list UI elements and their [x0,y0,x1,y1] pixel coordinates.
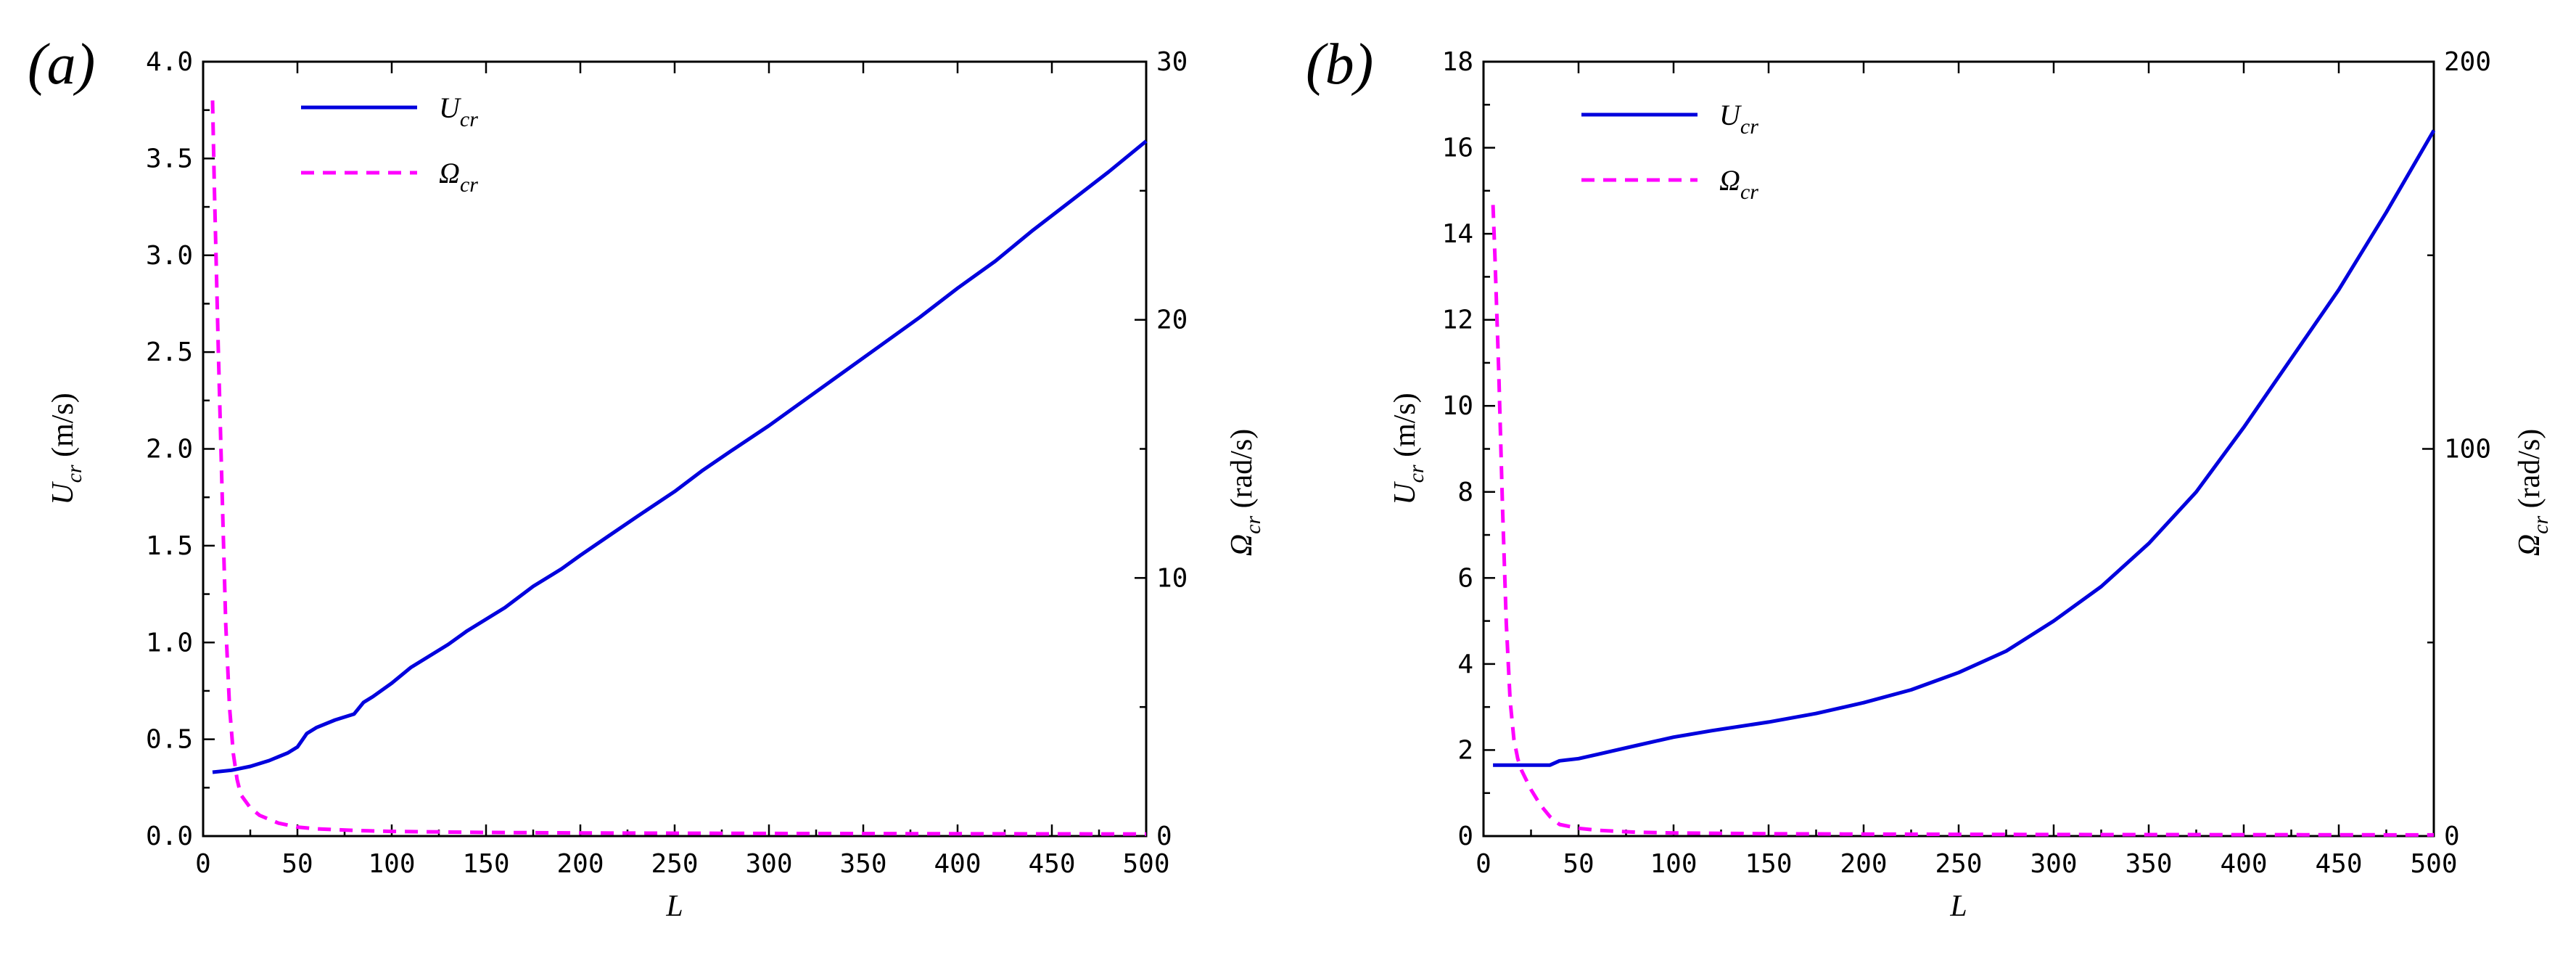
x-tick-label: 200 [1840,849,1887,879]
x-tick-label: 50 [281,849,313,879]
x-tick-label: 0 [1476,849,1491,879]
y-left-tick-label: 18 [1442,47,1473,77]
y-left-tick-label: 2 [1457,735,1473,765]
y-right-tick-label: 20 [1156,306,1188,335]
y-right-tick-label: 0 [1156,822,1172,851]
x-tick-label: 100 [368,849,415,879]
series-line-omega [210,100,1147,836]
y-right-axis-title: Ωcr (rad/s) [1225,429,1265,557]
y-left-tick-label: 1.0 [146,628,193,658]
y-left-tick-label: 8 [1457,478,1473,507]
x-tick-label: 400 [934,849,981,879]
x-tick-label: 0 [195,849,211,879]
x-tick-label: 450 [2315,849,2362,879]
y-left-tick-label: 6 [1457,563,1473,593]
y-left-tick-label: 16 [1442,134,1473,163]
panel-b: (b)0 50 100 150 200 250 300 350 400 450 5000246810… [1306,33,2553,923]
legend-label: Ucr [439,91,478,131]
x-tick-label: 250 [1935,849,1982,879]
series-line-omega [1491,205,2435,837]
x-tick-label: 100 [1650,849,1697,879]
series-line-ucr [1493,129,2436,767]
x-tick-label: 300 [745,849,792,879]
y-right-tick-label: 30 [1156,47,1188,77]
legend-label: Ωcr [439,157,478,197]
y-left-tick-label: 4.0 [146,47,193,77]
x-tick-label: 150 [462,849,509,879]
x-axis-title: L [1949,890,1967,923]
y-left-tick-label: 14 [1442,219,1473,249]
x-tick-label: 200 [556,849,604,879]
plot-frame [1482,60,2435,838]
y-left-axis-title: Ucr (m/s) [46,393,86,505]
panel-label: (a) [28,33,95,97]
x-tick-label: 450 [1028,849,1075,879]
y-left-tick-label: 2.0 [146,435,193,464]
x-tick-label: 500 [2410,849,2457,879]
plot-frame [202,60,1148,838]
y-left-axis-title: Ucr (m/s) [1388,393,1428,505]
panel-a: (a)0 50 100 150 200 250 300 350 400 450 5000.00.51… [28,33,1265,923]
y-left-tick-label: 1.5 [146,531,193,561]
y-left-tick-label: 3.0 [146,241,193,271]
y-left-tick-label: 0 [1457,822,1473,851]
y-left-tick-label: 0.0 [146,822,193,851]
x-tick-label: 350 [2125,849,2172,879]
x-tick-label: 350 [839,849,886,879]
y-left-tick-label: 2.5 [146,337,193,367]
x-tick-label: 400 [2220,849,2267,879]
x-tick-label: 150 [1745,849,1792,879]
x-tick-label: 250 [651,849,698,879]
y-right-tick-label: 0 [2444,822,2460,851]
y-left-tick-label: 12 [1442,306,1473,335]
y-left-tick-label: 0.5 [146,725,193,755]
y-left-tick-label: 10 [1442,391,1473,421]
y-left-tick-label: 4 [1457,650,1473,679]
x-tick-label: 500 [1122,849,1169,879]
y-right-axis-title: Ωcr (rad/s) [2513,429,2553,557]
x-tick-label: 50 [1563,849,1594,879]
y-right-tick-label: 200 [2444,47,2491,77]
legend-label: Ucr [1719,99,1758,139]
y-left-tick-label: 3.5 [146,144,193,173]
x-tick-label: 300 [2030,849,2077,879]
panel-label: (b) [1306,33,1373,97]
legend-label: Ωcr [1719,164,1758,204]
x-axis-title: L [665,890,683,923]
y-right-tick-label: 100 [2444,435,2491,464]
series-line-ucr [212,139,1148,774]
y-right-tick-label: 10 [1156,563,1188,593]
